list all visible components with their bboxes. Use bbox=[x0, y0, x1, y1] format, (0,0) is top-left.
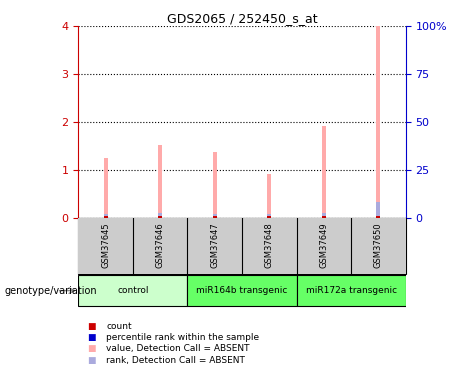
Bar bbox=[158, 145, 162, 218]
Text: rank, Detection Call = ABSENT: rank, Detection Call = ABSENT bbox=[106, 356, 245, 364]
Bar bbox=[322, 213, 326, 217]
Text: GSM37649: GSM37649 bbox=[319, 223, 328, 268]
Bar bbox=[296, 275, 406, 306]
Text: control: control bbox=[117, 286, 148, 295]
Bar bbox=[267, 216, 271, 217]
Bar bbox=[351, 217, 406, 274]
Text: GSM37648: GSM37648 bbox=[265, 223, 274, 268]
Text: miR164b transgenic: miR164b transgenic bbox=[196, 286, 288, 295]
Bar bbox=[322, 126, 326, 218]
Bar bbox=[188, 217, 242, 274]
Bar bbox=[377, 202, 380, 217]
Bar bbox=[267, 174, 271, 217]
Text: count: count bbox=[106, 322, 132, 331]
Text: GSM37646: GSM37646 bbox=[156, 223, 165, 268]
Bar bbox=[213, 214, 217, 217]
Text: value, Detection Call = ABSENT: value, Detection Call = ABSENT bbox=[106, 344, 249, 353]
Bar bbox=[242, 217, 296, 274]
Text: GSM37645: GSM37645 bbox=[101, 223, 110, 268]
Text: ■: ■ bbox=[88, 333, 96, 342]
Bar bbox=[78, 217, 133, 274]
Text: miR172a transgenic: miR172a transgenic bbox=[306, 286, 397, 295]
Bar bbox=[267, 214, 271, 217]
Bar bbox=[158, 216, 162, 217]
Text: percentile rank within the sample: percentile rank within the sample bbox=[106, 333, 259, 342]
Bar bbox=[104, 158, 107, 218]
Text: ■: ■ bbox=[88, 322, 96, 331]
Bar bbox=[158, 213, 162, 217]
Text: genotype/variation: genotype/variation bbox=[5, 286, 97, 296]
Bar bbox=[104, 216, 107, 217]
Bar bbox=[213, 152, 217, 217]
Bar bbox=[377, 216, 380, 217]
Text: GSM37650: GSM37650 bbox=[374, 223, 383, 268]
Bar bbox=[377, 26, 380, 218]
Text: ■: ■ bbox=[88, 344, 96, 353]
Bar bbox=[213, 216, 217, 217]
Bar bbox=[322, 216, 326, 217]
Bar bbox=[78, 275, 188, 306]
Bar bbox=[104, 214, 107, 217]
Text: GSM37647: GSM37647 bbox=[210, 223, 219, 268]
Bar bbox=[296, 217, 351, 274]
Bar bbox=[133, 217, 188, 274]
Bar bbox=[188, 275, 296, 306]
Title: GDS2065 / 252450_s_at: GDS2065 / 252450_s_at bbox=[167, 12, 317, 25]
Text: ■: ■ bbox=[88, 356, 96, 364]
